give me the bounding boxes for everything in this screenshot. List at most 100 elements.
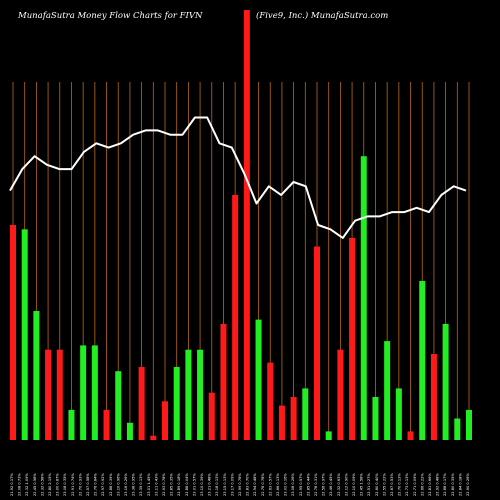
money-flow-bar bbox=[33, 311, 40, 440]
chart-subtitle: (Five9, Inc.) MunafaSutra.com bbox=[256, 11, 389, 21]
x-tick-label: 23.18 0.13% bbox=[215, 473, 219, 496]
money-flow-bar bbox=[208, 392, 215, 440]
money-flow-bar bbox=[395, 388, 402, 440]
x-tick-label: 23.02 0.16% bbox=[284, 473, 288, 496]
money-flow-bar bbox=[150, 435, 157, 440]
x-tick-label: 22.97 0.92% bbox=[101, 473, 105, 496]
money-flow-bar bbox=[442, 323, 449, 440]
money-flow-bar bbox=[290, 397, 297, 440]
money-flow-bar bbox=[314, 246, 320, 440]
money-flow-bar bbox=[126, 422, 133, 440]
x-tick-label: 22.78 0.31% bbox=[314, 473, 318, 496]
money-flow-bar bbox=[384, 341, 391, 440]
money-flow-bar bbox=[337, 349, 344, 440]
money-flow-bar bbox=[302, 388, 309, 440]
x-tick-label: 22.66 0.22% bbox=[420, 473, 424, 496]
x-tick-label: 22.81 0.66% bbox=[428, 473, 432, 496]
x-tick-label: 22.85 0.35% bbox=[170, 473, 174, 496]
money-flow-bar bbox=[197, 349, 204, 440]
x-tick-label: 23.15 0.13% bbox=[223, 473, 227, 496]
money-flow-bar bbox=[454, 418, 461, 440]
money-flow-bars bbox=[10, 10, 472, 440]
x-tick-label: 22.84 0.18% bbox=[458, 473, 462, 496]
x-tick-label: 22.88 0.04% bbox=[185, 473, 189, 496]
x-tick-label: 23.16 0.26% bbox=[124, 473, 128, 496]
money-flow-bar bbox=[232, 194, 239, 440]
x-tick-label: 22.92 0.48% bbox=[436, 473, 440, 496]
x-tick-label: 22.89 0.18% bbox=[177, 473, 181, 496]
x-tick-label: 22.71 0.09% bbox=[413, 473, 417, 496]
x-tick-label: 23.38 0.95% bbox=[132, 473, 136, 496]
x-tick-label: 22.88 0.39% bbox=[109, 473, 113, 496]
money-flow-bar bbox=[349, 237, 356, 440]
money-flow-bar bbox=[255, 319, 262, 440]
money-flow-bar bbox=[430, 354, 437, 440]
x-tick-label: 22.76 0.78% bbox=[261, 473, 265, 496]
money-flow-bar bbox=[220, 323, 227, 440]
money-flow-bar bbox=[278, 405, 285, 440]
x-tick-label: 23.10 0.39% bbox=[200, 473, 204, 496]
x-tick-label: 22.73 0.13% bbox=[405, 473, 409, 496]
x-tick-label: 22.66 0.13% bbox=[276, 473, 280, 496]
money-flow-bar bbox=[10, 225, 16, 440]
x-tick-label: 22.95 0.57% bbox=[299, 473, 303, 496]
x-tick-label: 22.91 0.74% bbox=[71, 473, 75, 496]
x-tick-label: 22.32 0.63% bbox=[337, 473, 341, 496]
x-tick-label: 22.32 1.09% bbox=[25, 473, 29, 496]
x-tick-label: 22.45 0.58% bbox=[33, 473, 37, 496]
money-flow-bar bbox=[185, 349, 192, 440]
x-tick-label: 22.85 0.44% bbox=[306, 473, 310, 496]
x-tick-label: 22.88 0.17% bbox=[443, 473, 447, 496]
money-flow-bar bbox=[360, 156, 367, 440]
x-tick-label: 21.92 0.17% bbox=[10, 473, 14, 496]
money-flow-bar bbox=[80, 345, 87, 440]
money-flow-bar bbox=[138, 366, 145, 440]
money-flow-bar bbox=[173, 366, 180, 440]
price-line-layer bbox=[9, 116, 467, 239]
x-tick-label: 22.55 0.22% bbox=[382, 473, 386, 496]
price-line bbox=[9, 116, 467, 239]
money-flow-bar bbox=[45, 349, 52, 440]
x-tick-label: 22.45 1.58% bbox=[360, 473, 364, 496]
x-tick-label: 22.56 0.97% bbox=[322, 473, 326, 496]
money-flow-bar bbox=[407, 431, 414, 440]
money-flow-bar bbox=[21, 229, 28, 440]
chart-title: MunafaSutra Money Flow Charts for FIVN bbox=[18, 11, 203, 21]
x-tick-label: 22.90 0.26% bbox=[466, 473, 470, 496]
x-axis-tick-labels: 21.92 0.17% 22.08 0.73% 22.32 1.09% 22.45 0… bbox=[10, 473, 470, 496]
x-tick-label: 22.80 2.15% bbox=[48, 473, 52, 496]
x-tick-label: 23.08 0.26% bbox=[291, 473, 295, 496]
x-tick-label: 22.60 0.40% bbox=[375, 473, 379, 496]
money-flow-bar bbox=[325, 431, 332, 440]
x-tick-label: 23.11 0.43% bbox=[154, 473, 158, 496]
money-flow-bar bbox=[115, 371, 122, 440]
x-tick-label: 22.67 0.53% bbox=[390, 473, 394, 496]
money-flow-bar bbox=[162, 401, 168, 440]
money-flow-bar bbox=[419, 280, 426, 440]
x-tick-label: 22.51 0.27% bbox=[367, 473, 371, 496]
x-tick-label: 22.80 0.35% bbox=[451, 473, 455, 496]
money-flow-bar bbox=[56, 349, 63, 440]
money-flow-bar bbox=[267, 362, 274, 440]
x-tick-label: 23.17 0.09% bbox=[230, 473, 234, 496]
x-tick-label: 22.70 0.13% bbox=[398, 473, 402, 496]
x-tick-label: 23.00 0.87% bbox=[56, 473, 60, 496]
money-flow-bar bbox=[103, 409, 110, 440]
x-tick-label: 22.63 0.57% bbox=[268, 473, 272, 496]
x-tick-label: 22.46 0.45% bbox=[329, 473, 333, 496]
x-tick-label: 22.57 0.58% bbox=[86, 473, 90, 496]
x-tick-label: 23.08 0.35% bbox=[63, 473, 67, 496]
x-tick-label: 22.70 0.93% bbox=[78, 473, 82, 496]
x-tick-label: 22.83 0.70% bbox=[246, 473, 250, 496]
money-flow-bar bbox=[68, 409, 75, 440]
x-tick-label: 23.01 0.57% bbox=[192, 473, 196, 496]
x-tick-label: 22.12 0.90% bbox=[344, 473, 348, 496]
x-tick-label: 22.08 0.73% bbox=[18, 473, 22, 496]
money-flow-bar bbox=[372, 397, 379, 440]
x-tick-label: 23.21 0.48% bbox=[208, 473, 212, 496]
x-tick-label: 22.99 0.78% bbox=[238, 473, 242, 496]
money-flow-bar bbox=[243, 10, 250, 440]
money-flow-bar bbox=[91, 345, 98, 440]
x-tick-label: 22.76 0.84% bbox=[94, 473, 98, 496]
